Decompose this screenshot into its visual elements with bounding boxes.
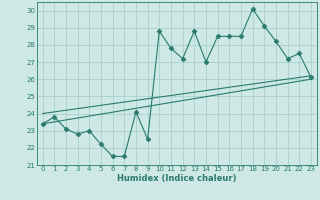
X-axis label: Humidex (Indice chaleur): Humidex (Indice chaleur)	[117, 174, 236, 183]
